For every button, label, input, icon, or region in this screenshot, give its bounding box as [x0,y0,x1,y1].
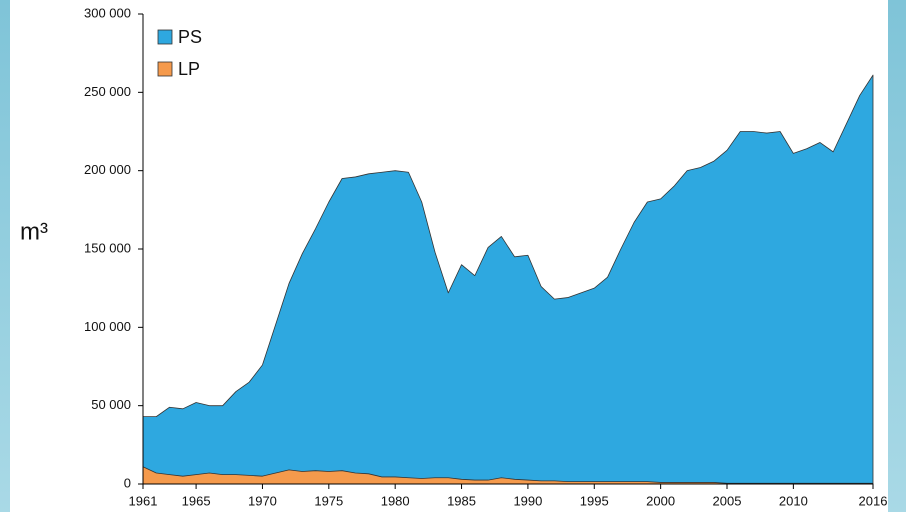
x-tick-label: 1975 [314,493,343,508]
x-tick-label: 1965 [182,493,211,508]
x-tick-label: 1970 [248,493,277,508]
area [142,74,874,485]
x-tick-label: 1995 [580,493,609,508]
x-tick-label: 1990 [513,493,542,508]
x-tick-label: 1980 [381,493,410,508]
x-tick-label: 2005 [713,493,742,508]
y-tick-label: 0 [124,475,131,490]
y-tick-label: 300 000 [84,5,131,20]
x-tick-label: 1961 [129,493,158,508]
legend-label: LP [178,59,200,79]
y-tick-label: 50 000 [91,397,131,412]
y-tick-label: 100 000 [84,319,131,334]
y-tick-label: 250 000 [84,84,131,99]
legend-swatch [157,29,173,45]
y-tick-label: 150 000 [84,240,131,255]
legend-swatch [157,61,173,77]
y-axis-label: m³ [20,218,48,245]
legend-label: PS [178,27,202,47]
x-tick-label: 2010 [779,493,808,508]
x-tick-label: 1985 [447,493,476,508]
x-tick-label: 2016 [859,493,888,508]
y-tick-label: 200 000 [84,162,131,177]
x-tick-label: 2000 [646,493,675,508]
area [142,466,874,485]
